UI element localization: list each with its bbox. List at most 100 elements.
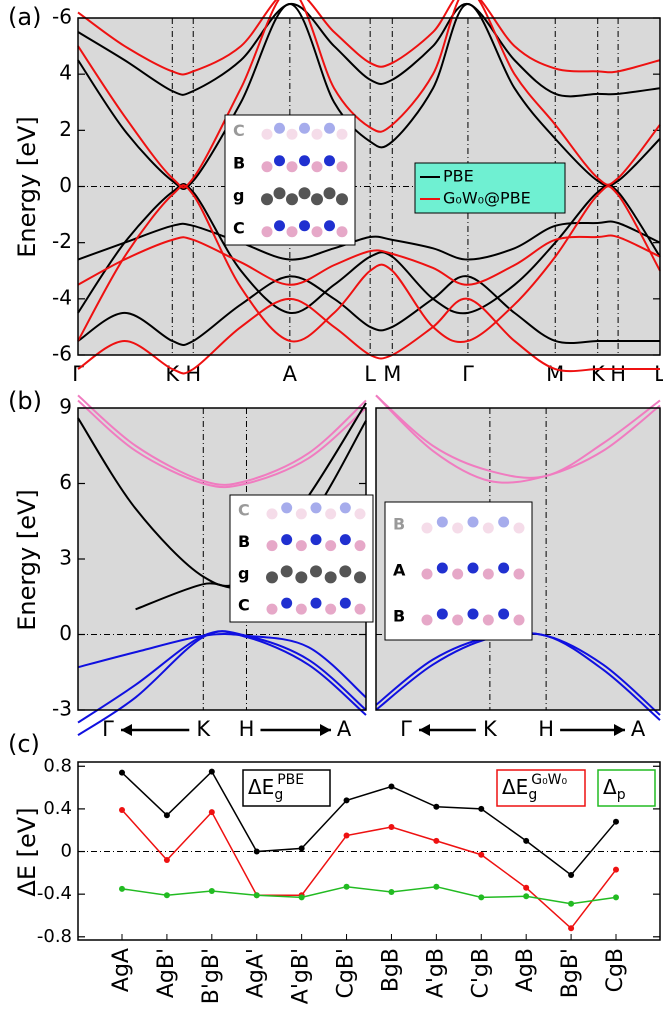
atom [299,220,310,232]
atom [498,608,510,620]
x-tick-label: BgB' [558,948,583,998]
atom [467,562,479,574]
x-tick-label: A'gB' [289,948,314,1004]
atom [436,608,448,620]
x-tick-label: AgA [109,948,134,992]
legend-box [496,769,586,807]
band-line [77,297,660,375]
band-line [375,394,661,479]
atom [452,568,464,580]
series-line [121,885,617,905]
x-tick-label: AgA' [244,948,269,998]
atom [452,522,464,534]
y-tick-label: -2 [52,229,72,253]
data-point [388,889,395,896]
legend-label: PBE [443,167,474,186]
atom [324,571,337,584]
atom [261,161,273,173]
data-point [163,857,170,864]
atom [436,562,448,574]
atom [498,562,510,574]
layer-label: B [238,532,250,551]
y-axis-label: ΔE [eV] [13,807,41,896]
band-line [77,399,367,489]
atom [325,540,337,552]
atom [274,155,285,167]
x-tick-label: L [654,362,663,386]
atom [325,603,337,615]
atom [261,128,273,140]
atom [467,516,479,528]
atom [513,522,525,534]
atom [286,193,298,206]
y-tick-label: 9 [59,395,72,419]
path-start-label: Γ [102,717,114,741]
legend-name: ΔE [502,775,528,799]
x-tick-label: H [538,717,554,741]
atom [261,193,273,206]
data-point [119,885,125,892]
data-point [119,769,125,776]
x-tick-label: CgB' [334,948,359,998]
atom [325,508,337,520]
atom [354,603,366,615]
atom [482,568,494,580]
atom [339,502,351,514]
legend-name: ΔE [248,775,274,799]
x-tick-label: AgB' [154,948,179,998]
data-point [343,797,350,804]
atom [324,155,335,167]
band-line [77,275,660,346]
data-point [523,884,530,891]
plot-frame [375,407,661,711]
atom [286,226,298,238]
y-tick-label: 0.8 [43,755,72,776]
data-point [343,832,350,839]
atom [421,614,433,626]
atom [354,540,366,552]
data-point [163,892,170,899]
data-point [343,883,350,890]
atom [311,226,323,238]
data-point [388,824,395,831]
band-line [77,394,367,486]
data-point [478,894,485,901]
atom [295,603,307,615]
layer-label: C [238,500,250,519]
data-point [433,803,440,810]
band-line [77,2,661,190]
atom [467,608,479,620]
y-tick-label: -4 [52,285,72,309]
atom [482,522,494,534]
atom [286,128,298,140]
atom [482,614,494,626]
x-tick-label: L [364,362,376,386]
atom [295,571,308,584]
data-point [478,805,485,812]
atom [339,565,352,578]
panel-label: (b) [8,387,42,415]
data-point [163,812,170,819]
legend-box [414,162,566,214]
atom [266,571,278,584]
atom [421,522,433,534]
data-point [433,837,440,844]
data-point [613,818,619,825]
y-tick-label: 0 [59,621,72,645]
x-tick-label: A'gB [423,948,448,998]
atom [261,226,273,238]
x-tick-label: K [483,717,498,741]
atom [299,155,310,167]
layer-label: A [393,561,406,580]
x-tick-label: K [196,717,211,741]
data-point [119,806,125,813]
x-tick-label: M [383,362,401,386]
atom [513,568,525,580]
panel-label: (a) [8,3,41,31]
atom [281,502,293,514]
x-tick-label: BgB [378,948,403,992]
y-axis-label: Energy [eV] [13,489,41,631]
series-line [121,770,617,877]
band-line [77,2,661,98]
atom [266,540,278,552]
